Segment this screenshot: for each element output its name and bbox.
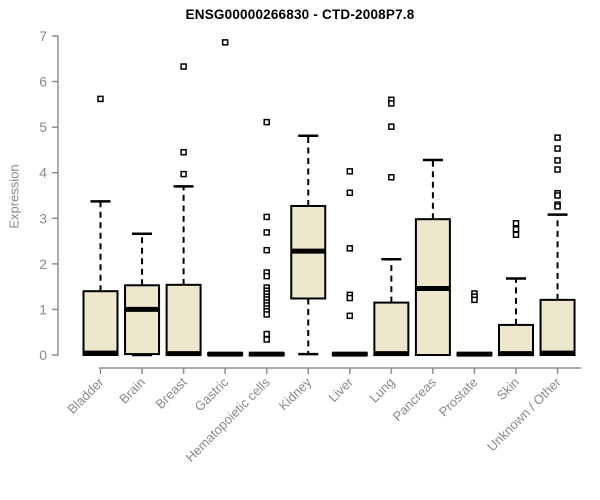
outlier-point — [554, 157, 561, 164]
box-group-brain — [124, 232, 161, 357]
outlier-point — [346, 312, 354, 320]
iqr-box — [124, 284, 161, 356]
x-category-label: Unknown / Other — [484, 374, 564, 454]
outlier-point — [263, 336, 270, 343]
outlier-point — [346, 245, 354, 252]
iqr-box — [539, 298, 576, 357]
outlier-point — [388, 100, 395, 107]
x-category-label: Skin — [494, 375, 522, 403]
box-group-hematopoietic-cells — [248, 118, 285, 357]
outlier-point — [346, 294, 354, 302]
outlier-point — [263, 229, 270, 236]
box-group-lung — [373, 96, 410, 357]
y-tick-label: 0 — [39, 347, 47, 363]
box-group-unknown-other — [539, 134, 576, 357]
x-category-label: Pancreas — [390, 374, 440, 424]
box-group-pancreas — [414, 158, 451, 356]
outlier-point — [346, 168, 354, 175]
outlier-point — [263, 213, 270, 221]
x-category-label: Gastric — [192, 374, 232, 414]
box-group-skin — [498, 220, 534, 357]
x-category-label: Breast — [153, 374, 190, 411]
x-category-label: Brain — [116, 375, 148, 407]
iqr-box — [82, 290, 119, 357]
outlier-point — [471, 296, 478, 304]
outlier-point — [512, 220, 520, 227]
outlier-point — [388, 174, 395, 181]
x-category-label: Lung — [366, 375, 397, 406]
outlier-point — [554, 192, 561, 199]
outlier-point — [180, 63, 187, 70]
outlier-point — [263, 272, 270, 280]
y-tick-label: 5 — [39, 119, 47, 135]
outlier-point — [221, 39, 229, 46]
outlier-point — [180, 148, 187, 156]
box-group-gastric — [207, 39, 244, 357]
outlier-point — [554, 145, 561, 152]
y-tick-label: 2 — [39, 256, 47, 272]
y-tick-label: 1 — [39, 301, 47, 317]
outlier-point — [97, 95, 104, 103]
outlier-point — [388, 123, 395, 130]
outlier-point — [263, 330, 270, 338]
outlier-point — [263, 118, 270, 126]
y-tick-label: 6 — [39, 74, 47, 90]
y-tick-label: 4 — [39, 165, 47, 181]
box-group-prostate — [456, 290, 493, 357]
box-group-bladder — [82, 95, 119, 357]
x-category-label: Bladder — [64, 374, 107, 417]
outlier-point — [512, 225, 520, 233]
outlier-point — [180, 170, 187, 178]
chart-title: ENSG00000266830 - CTD-2008P7.8 — [185, 7, 415, 22]
x-category-label: Prostate — [436, 375, 481, 420]
outlier-point — [346, 189, 354, 197]
y-tick-label: 7 — [39, 28, 47, 44]
iqr-box — [373, 301, 410, 357]
y-tick-label: 3 — [39, 210, 47, 226]
outlier-point — [554, 166, 561, 173]
iqr-box — [498, 323, 534, 356]
outlier-point — [263, 311, 270, 318]
box-group-breast — [165, 63, 202, 357]
x-category-label: Kidney — [276, 374, 315, 413]
iqr-box — [165, 283, 202, 357]
outlier-point — [263, 246, 270, 254]
outlier-point — [512, 231, 520, 238]
outlier-point — [554, 134, 561, 141]
box-group-liver — [331, 168, 368, 357]
box-group-kidney — [290, 134, 327, 356]
outlier-point — [554, 203, 561, 210]
x-category-label: Liver — [325, 374, 356, 405]
